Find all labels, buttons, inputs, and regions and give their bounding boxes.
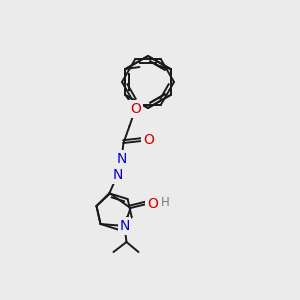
Text: N: N xyxy=(116,152,127,166)
Text: N: N xyxy=(119,219,130,233)
Text: O: O xyxy=(147,197,158,211)
Text: N: N xyxy=(112,168,123,182)
Text: O: O xyxy=(130,102,141,116)
Text: O: O xyxy=(143,133,154,147)
Text: N: N xyxy=(116,152,127,166)
Text: H: H xyxy=(160,196,169,209)
